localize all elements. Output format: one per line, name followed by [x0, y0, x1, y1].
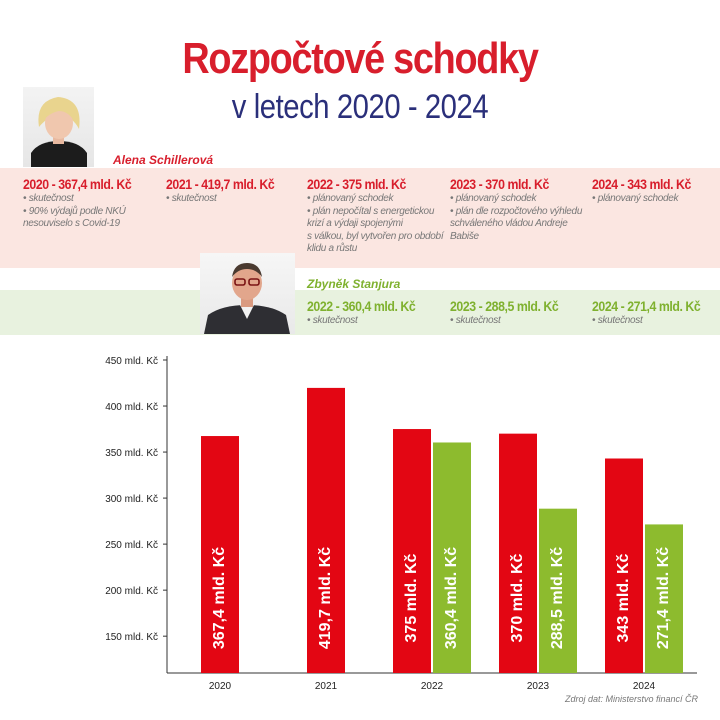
year-note: skutečnost	[23, 193, 163, 206]
year-heading: 2022 - 360,4 mld. Kč	[307, 298, 416, 314]
schillerova-photo	[23, 87, 94, 167]
year-note: klidu a růstu	[307, 243, 358, 254]
stanjura-name: Zbyněk Stanjura	[307, 277, 401, 291]
stanjura-photo	[200, 253, 295, 334]
page-subtitle: v letech 2020 - 2024	[231, 88, 489, 126]
bar	[539, 508, 577, 673]
year-note: plán nepočítal s energetickou	[307, 206, 447, 219]
year-column: 2021 - 419,7 mld. Kčskutečnost	[166, 176, 306, 206]
bar-value-label: 271,4 mld. Kč	[655, 547, 672, 649]
year-heading: 2023 - 288,5 mld. Kč	[450, 298, 559, 314]
year-note: skutečnost	[450, 315, 590, 328]
year-heading: 2023 - 370 mld. Kč	[450, 176, 549, 192]
bar-value-label: 367,4 mld. Kč	[211, 547, 228, 649]
year-heading: 2021 - 419,7 mld. Kč	[166, 176, 275, 192]
y-tick-label: 450 mld. Kč	[105, 356, 158, 367]
y-tick-label: 300 mld. Kč	[105, 494, 158, 505]
page-title: Rozpočtové schodky	[182, 34, 539, 83]
year-column: 2022 - 375 mld. Kčplánovaný schodekplán …	[307, 176, 447, 256]
bar	[605, 458, 643, 673]
year-column: 2024 - 271,4 mld. Kčskutečnost	[592, 298, 720, 328]
year-column: 2020 - 367,4 mld. Kčskutečnost90% výdajů…	[23, 176, 163, 231]
year-note: s válkou, byl vytvořen pro období	[307, 230, 444, 242]
schillerova-name: Alena Schillerová	[113, 153, 214, 167]
bar-value-label: 288,5 mld. Kč	[549, 547, 566, 649]
stanjura-band	[0, 290, 720, 335]
year-note: nesouviselo s Covid-19	[23, 218, 120, 229]
year-note: plánovaný schodek	[592, 193, 720, 206]
year-heading: 2020 - 367,4 mld. Kč	[23, 176, 132, 192]
year-note: plánovaný schodek	[450, 193, 590, 206]
x-tick-label: 2022	[421, 681, 444, 692]
year-column: 2023 - 370 mld. Kčplánovaný schodekplán …	[450, 176, 590, 243]
bar	[433, 442, 471, 673]
y-tick-label: 200 mld. Kč	[105, 586, 158, 597]
year-note: 90% výdajů podle NKÚ	[23, 206, 163, 219]
year-note: plánovaný schodek	[307, 193, 447, 206]
bar	[201, 436, 239, 673]
year-column: 2022 - 360,4 mld. Kčskutečnost	[307, 298, 447, 328]
y-tick-label: 400 mld. Kč	[105, 402, 158, 413]
year-column: 2023 - 288,5 mld. Kčskutečnost	[450, 298, 590, 328]
year-note: schváleného vládou Andreje Babiše	[450, 218, 568, 242]
deficit-bar-chart: 150 mld. Kč 200 mld. Kč 250 mld. Kč 300 mld…	[105, 356, 697, 692]
bar-value-label: 370 mld. Kč	[509, 553, 526, 642]
bar-value-label: 375 mld. Kč	[403, 553, 420, 642]
x-tick-label: 2024	[633, 681, 656, 692]
year-note: plán dle rozpočtového výhledu	[450, 206, 590, 219]
y-tick-label: 250 mld. Kč	[105, 540, 158, 551]
x-tick-label: 2021	[315, 681, 338, 692]
y-tick-label: 150 mld. Kč	[105, 632, 158, 643]
year-note: skutečnost	[166, 193, 306, 206]
bar-value-label: 419,7 mld. Kč	[317, 547, 334, 649]
bar	[307, 387, 345, 673]
year-note: skutečnost	[307, 315, 447, 328]
x-tick-label: 2023	[527, 681, 550, 692]
year-heading: 2022 - 375 mld. Kč	[307, 176, 406, 192]
year-note: krizí a výdaji spojenými	[307, 218, 403, 229]
year-column: 2024 - 343 mld. Kčplánovaný schodek	[592, 176, 720, 206]
bar	[645, 524, 683, 673]
bar-value-label: 343 mld. Kč	[615, 553, 632, 642]
y-tick-label: 350 mld. Kč	[105, 448, 158, 459]
schillerova-band	[0, 168, 720, 268]
year-heading: 2024 - 271,4 mld. Kč	[592, 298, 701, 314]
data-source: Zdroj dat: Ministerstvo financí ČR	[564, 694, 698, 704]
x-tick-label: 2020	[209, 681, 232, 692]
bar-value-label: 360,4 mld. Kč	[443, 547, 460, 649]
bar	[499, 433, 537, 673]
year-note: skutečnost	[592, 315, 720, 328]
bar	[393, 429, 431, 673]
year-heading: 2024 - 343 mld. Kč	[592, 176, 691, 192]
